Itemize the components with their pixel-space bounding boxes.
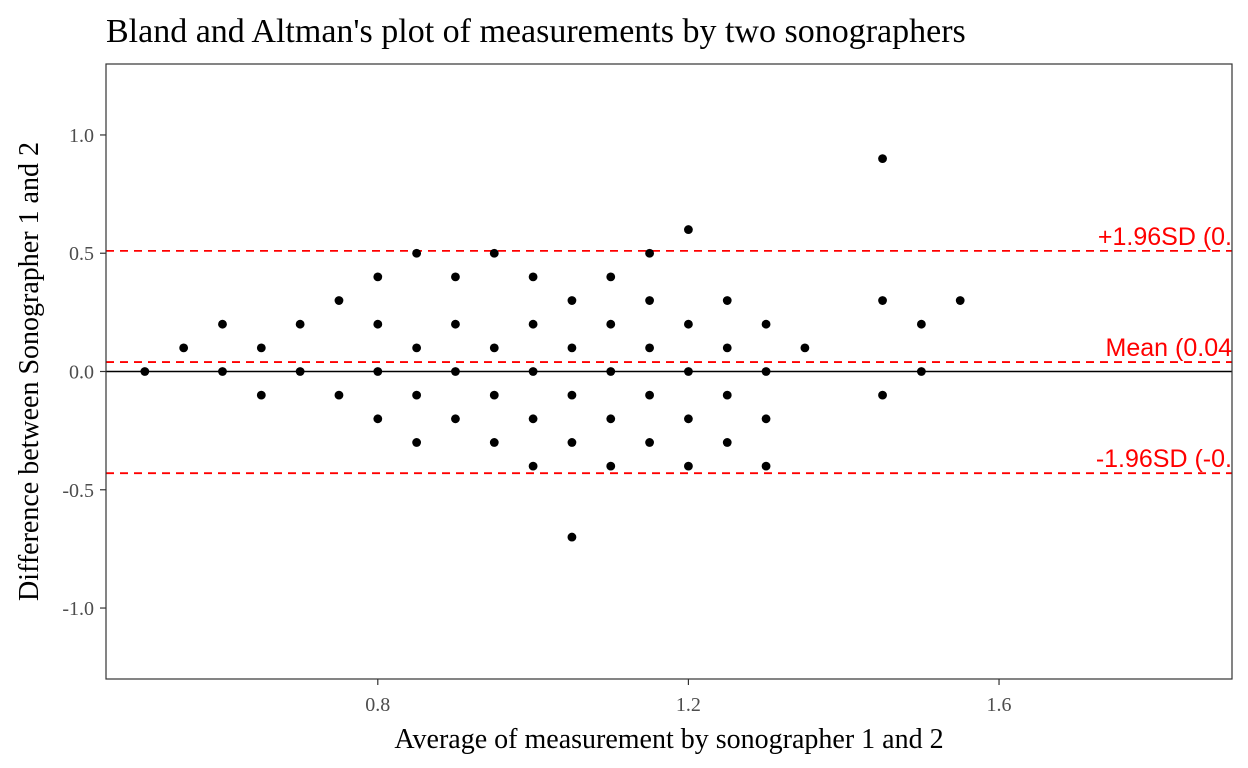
data-point xyxy=(528,272,538,282)
data-point xyxy=(528,367,538,376)
data-point xyxy=(451,414,460,424)
data-point xyxy=(878,390,887,400)
data-point xyxy=(412,438,422,447)
x-tick-label: 1.2 xyxy=(676,694,701,716)
data-point xyxy=(489,390,499,400)
data-point xyxy=(645,438,654,447)
data-point xyxy=(295,319,305,329)
data-point xyxy=(140,367,150,376)
data-point xyxy=(800,343,810,353)
plot-panel-border xyxy=(105,63,1233,680)
data-point xyxy=(955,296,965,305)
y-tick-label: -1.0 xyxy=(62,598,94,620)
data-point xyxy=(412,343,422,353)
data-point xyxy=(373,367,383,376)
data-point xyxy=(451,319,460,329)
reference-line-label: +1.96SD (0. xyxy=(1098,223,1232,251)
y-tick-label: -0.5 xyxy=(62,480,94,502)
data-point xyxy=(373,319,383,329)
data-layer: +1.96SD (0. Mean (0.04 -1.96SD (-0. xyxy=(106,154,1233,542)
data-point xyxy=(606,272,616,282)
y-tick-label: 0.5 xyxy=(69,243,94,265)
y-tick-label: 1.0 xyxy=(69,125,94,147)
data-point xyxy=(606,367,616,376)
data-point xyxy=(916,319,926,329)
y-tick-label: 0.0 xyxy=(69,362,94,384)
data-point xyxy=(451,367,460,376)
data-point xyxy=(684,461,693,471)
data-point xyxy=(179,343,189,353)
data-point xyxy=(878,296,887,305)
data-point xyxy=(373,414,383,424)
data-point xyxy=(256,390,266,400)
data-point xyxy=(722,390,732,400)
reference-line-label: Mean (0.04 xyxy=(1106,334,1233,362)
data-point xyxy=(916,367,926,376)
data-point xyxy=(606,461,616,471)
data-point xyxy=(451,272,460,282)
data-point xyxy=(567,532,577,542)
data-point xyxy=(722,296,732,305)
data-point xyxy=(722,438,732,447)
data-point xyxy=(489,248,499,258)
data-point xyxy=(528,319,538,329)
data-point xyxy=(761,414,771,424)
data-point xyxy=(489,438,499,447)
data-point xyxy=(606,414,616,424)
data-point xyxy=(645,248,654,258)
data-point xyxy=(684,319,693,329)
data-point xyxy=(567,296,577,305)
data-point xyxy=(684,367,693,376)
data-point xyxy=(761,461,771,471)
data-point xyxy=(684,414,693,424)
data-point xyxy=(878,154,887,164)
data-point xyxy=(334,296,344,305)
data-point xyxy=(373,272,383,282)
data-point xyxy=(412,390,422,400)
data-point xyxy=(567,390,577,400)
x-axis-title: Average of measurement by sonographer 1 … xyxy=(394,724,943,755)
reference-line-label: -1.96SD (-0. xyxy=(1096,445,1232,473)
data-point xyxy=(645,390,654,400)
data-point xyxy=(256,343,266,353)
chart-title: Bland and Altman's plot of measurements … xyxy=(106,13,966,50)
data-point xyxy=(528,414,538,424)
data-point xyxy=(645,296,654,305)
data-point xyxy=(606,319,616,329)
x-tick-label: 1.6 xyxy=(987,694,1012,716)
data-point xyxy=(761,367,771,376)
data-point xyxy=(489,343,499,353)
data-point xyxy=(722,343,732,353)
data-point xyxy=(295,367,305,376)
data-point xyxy=(645,343,654,353)
data-point xyxy=(412,248,422,258)
y-axis-title: Difference between Sonographer 1 and 2 xyxy=(14,142,45,601)
data-point xyxy=(218,319,227,329)
data-point xyxy=(684,225,693,234)
data-point xyxy=(528,461,538,471)
tick-layer: 0.8 1.2 1.6 1.0 0.5 0.0 -0.5 -1.0 xyxy=(62,125,1011,716)
x-tick-label: 0.8 xyxy=(365,694,390,716)
data-point xyxy=(218,367,227,376)
data-point xyxy=(567,343,577,353)
data-point xyxy=(567,438,577,447)
data-point xyxy=(761,319,771,329)
data-point xyxy=(334,390,344,400)
